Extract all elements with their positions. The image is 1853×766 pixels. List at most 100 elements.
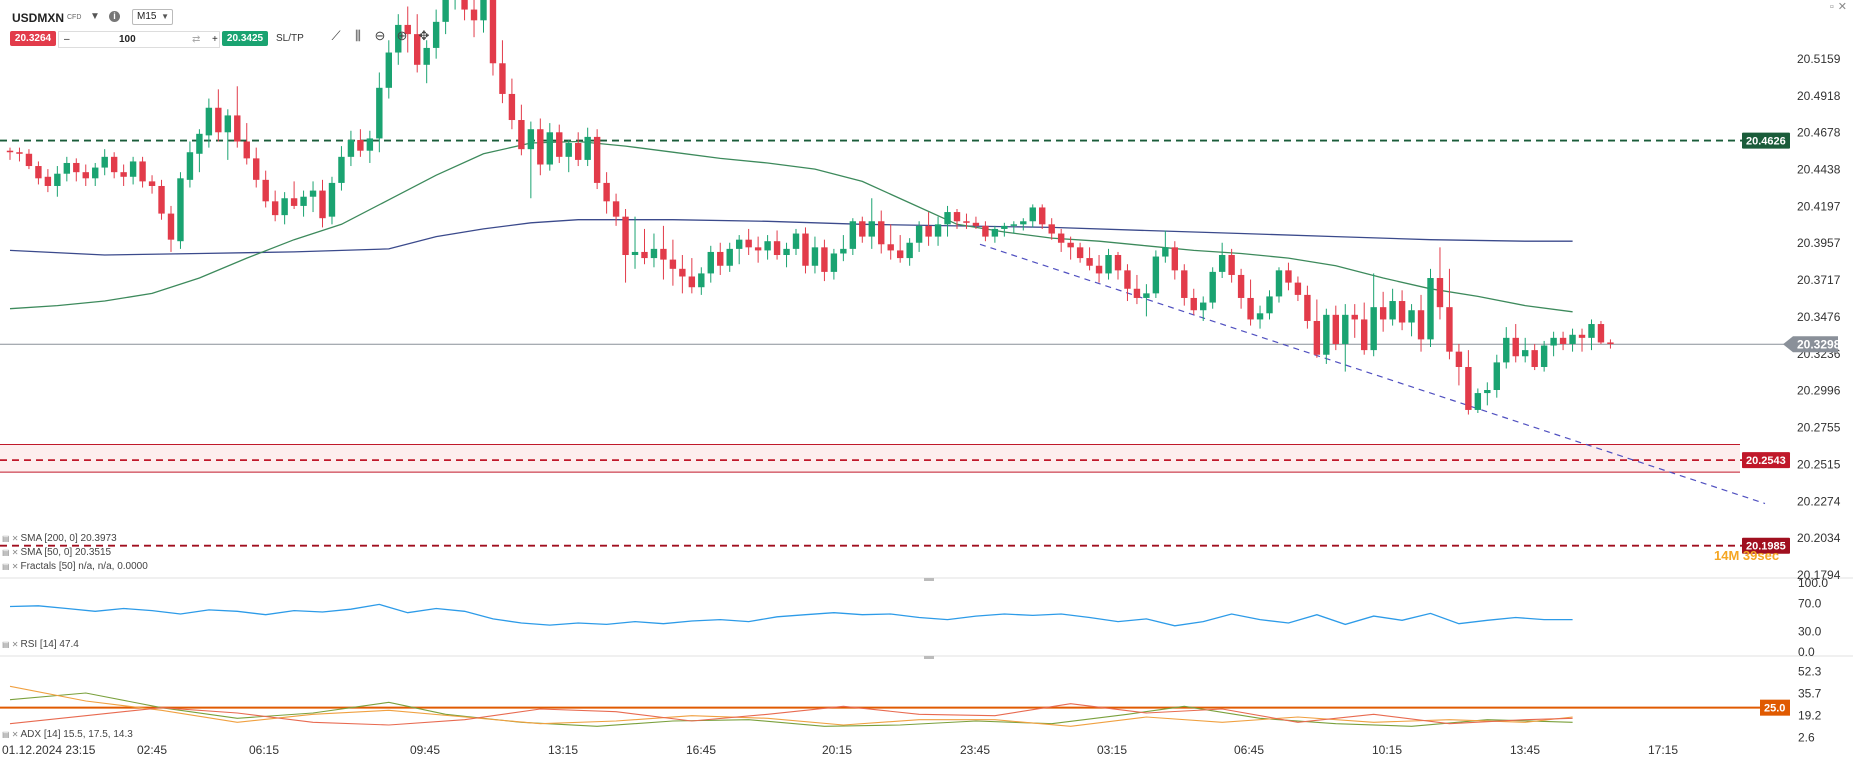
candle-body	[1266, 296, 1273, 314]
candle-body	[92, 167, 99, 179]
indicator-label-adx[interactable]: ▤ ✕ ADX [14] 15.5, 17.5, 14.3	[2, 729, 133, 740]
candle-body	[63, 162, 71, 174]
candle	[953, 208, 961, 229]
crosshair-icon[interactable]: ✥	[418, 28, 430, 43]
indicators-icon[interactable]: ⫼	[355, 28, 361, 43]
candle	[972, 216, 980, 229]
adx-tick-label: 35.7	[1798, 686, 1822, 700]
candle-body	[849, 221, 857, 249]
candle-body	[205, 107, 213, 136]
candle-body	[1474, 393, 1482, 410]
sl-tp-button[interactable]: SL/TP	[276, 33, 304, 44]
candle	[1408, 304, 1415, 337]
candle-body	[1493, 362, 1500, 391]
indicator-label-rsi[interactable]: ▤ ✕ RSI [14] 47.4	[2, 639, 79, 650]
candle	[1398, 290, 1406, 331]
candle-body	[1484, 390, 1491, 394]
candle-body	[300, 196, 307, 206]
indicator-settings-icon[interactable]: ▤ ✕	[2, 534, 19, 543]
swap-icon[interactable]: ⇄	[192, 34, 201, 45]
candle-body	[1010, 224, 1018, 226]
candle-body	[1455, 351, 1463, 367]
buy-button[interactable]: 20.3425	[222, 31, 268, 46]
candle	[887, 224, 894, 260]
candle-body	[1607, 342, 1614, 344]
quantity-input[interactable]: 100	[119, 34, 136, 45]
candle-body	[1512, 337, 1519, 357]
candle	[1332, 305, 1339, 351]
candle	[1048, 218, 1055, 240]
candle-body	[271, 201, 279, 216]
candle	[73, 158, 80, 182]
decrease-quantity-button[interactable]: –	[64, 34, 70, 45]
candle	[1190, 288, 1197, 315]
close-icon[interactable]: ✕	[1837, 1, 1847, 13]
candle	[1493, 354, 1500, 398]
candle-body	[1559, 337, 1567, 344]
candle	[395, 14, 402, 65]
candle-body	[1522, 350, 1529, 357]
panel-resize-handle[interactable]	[924, 656, 934, 659]
info-icon[interactable]: i	[109, 11, 120, 22]
candle-body	[953, 212, 961, 222]
indicator-settings-icon[interactable]: ▤ ✕	[2, 548, 19, 557]
candle	[773, 230, 781, 260]
candle-body	[878, 221, 885, 245]
candle	[16, 147, 23, 162]
time-tick-label: 03:15	[1097, 743, 1127, 757]
candle-body	[735, 239, 743, 249]
candle-body	[1095, 265, 1103, 274]
candle-body	[1503, 337, 1510, 363]
sell-button[interactable]: 20.3264	[10, 31, 56, 46]
line-chart-icon[interactable]: ⟋	[331, 28, 341, 43]
indicator-settings-icon[interactable]: ▤ ✕	[2, 640, 19, 649]
increase-quantity-button[interactable]: +	[212, 34, 218, 45]
candle	[802, 227, 809, 274]
candle	[1379, 291, 1387, 332]
timeframe-select[interactable]: M15 ▼	[132, 9, 173, 25]
candle-body	[1105, 255, 1112, 274]
indicator-label-sma50[interactable]: ▤ ✕ SMA [50, 0] 20.3515	[2, 547, 111, 558]
candle	[934, 216, 942, 246]
candle	[754, 236, 762, 263]
candle	[944, 205, 951, 237]
panel-resize-handle[interactable]	[924, 578, 934, 581]
candle-body	[1408, 310, 1415, 323]
candle-body	[1190, 297, 1197, 311]
candle-body	[262, 179, 269, 202]
candle-body	[660, 248, 667, 260]
price-tick-label: 20.2034	[1797, 531, 1841, 545]
indicator-label-fractals[interactable]: ▤ ✕ Fractals [50] n/a, n/a, 0.0000	[2, 561, 148, 572]
candle-body	[1465, 366, 1472, 410]
candle-body	[148, 181, 156, 186]
symbol-label[interactable]: USDMXN	[12, 11, 65, 25]
candle-body	[1436, 278, 1444, 308]
candle	[1389, 288, 1396, 326]
candle	[1323, 308, 1330, 364]
support-level-label: 20.2543	[1746, 455, 1786, 467]
restore-icon[interactable]: ▫	[1829, 1, 1834, 13]
price-tick-label: 20.3476	[1797, 310, 1841, 324]
time-tick-label: 02:45	[137, 743, 167, 757]
chevron-down-icon[interactable]: ▼	[90, 11, 100, 22]
indicator-settings-icon[interactable]: ▤ ✕	[2, 562, 19, 571]
zoom-out-icon[interactable]: ⊖	[374, 28, 386, 43]
candle-body	[1361, 319, 1368, 351]
candle	[1313, 299, 1321, 358]
indicator-label-sma200[interactable]: ▤ ✕ SMA [200, 0] 20.3973	[2, 533, 117, 544]
candle-body	[1313, 320, 1321, 355]
candle	[338, 146, 345, 191]
candle	[253, 147, 260, 188]
indicator-settings-icon[interactable]: ▤ ✕	[2, 730, 19, 739]
candle-body	[821, 247, 828, 272]
candle	[1209, 267, 1216, 309]
candle-body	[186, 152, 194, 180]
quantity-stepper[interactable]: – 100 ⇄ +	[58, 31, 220, 48]
candle	[735, 235, 743, 265]
zoom-in-icon[interactable]: ⊕	[396, 28, 408, 43]
candle-body	[414, 34, 421, 65]
candle	[290, 181, 298, 209]
candle-body	[243, 141, 250, 159]
candle-body	[158, 185, 165, 214]
